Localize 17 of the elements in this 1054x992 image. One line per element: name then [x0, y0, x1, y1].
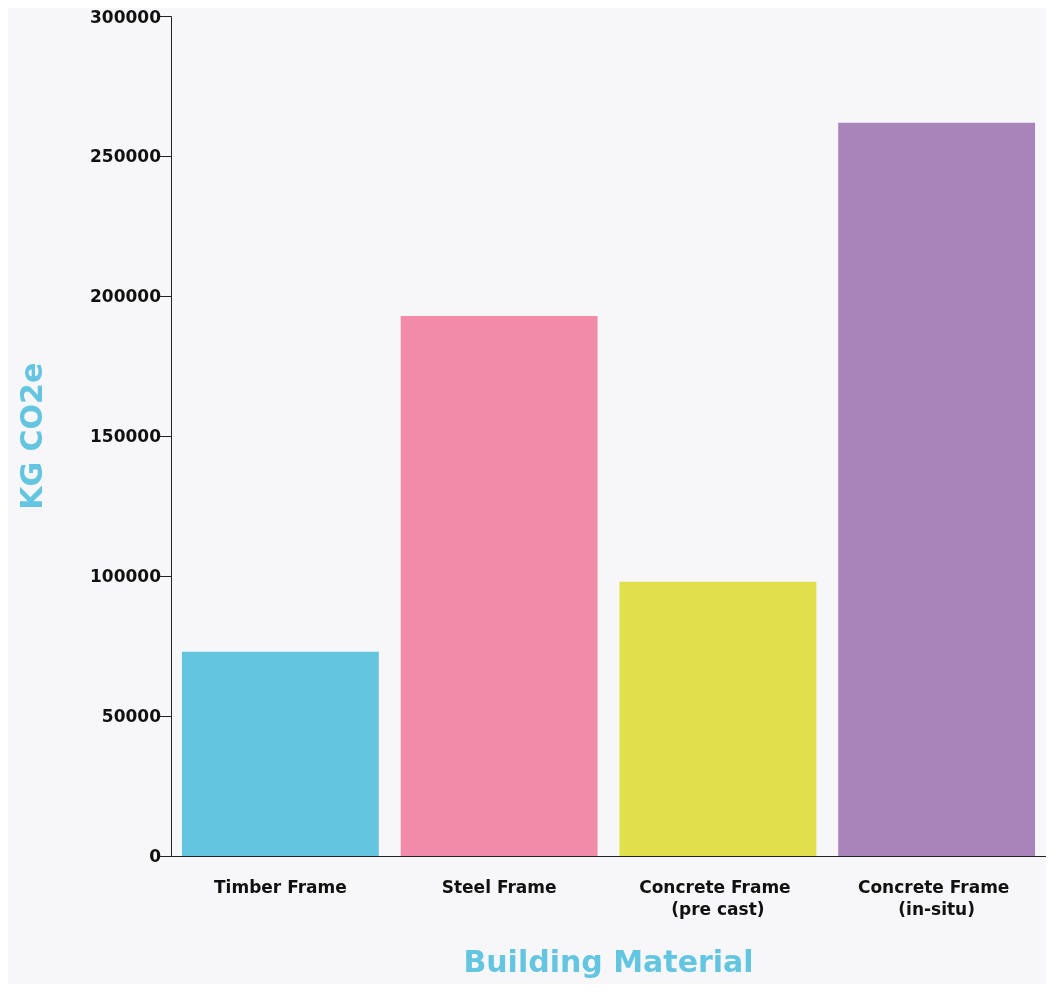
- y-axis-title: KG CO2e: [13, 362, 49, 510]
- bar: [181, 651, 379, 856]
- x-tick-label: Concrete Frame (pre cast): [639, 877, 797, 919]
- y-tick-label: 0: [149, 846, 162, 866]
- bar: [400, 315, 598, 856]
- y-tick-label: 300000: [90, 6, 162, 27]
- x-tick-label: Steel Frame: [441, 877, 557, 897]
- y-tick-label: 50000: [101, 706, 162, 727]
- y-tick-label: 150000: [90, 426, 162, 447]
- x-tick-label: Timber Frame: [213, 877, 347, 897]
- y-tick-label: 100000: [90, 566, 162, 587]
- x-axis-title: Building Material: [463, 943, 754, 979]
- x-tick-label: Concrete Frame (in-situ): [857, 877, 1016, 919]
- bar: [838, 122, 1036, 856]
- y-tick-label: 200000: [90, 286, 162, 307]
- bar: [619, 581, 817, 856]
- y-tick-label: 250000: [90, 146, 162, 167]
